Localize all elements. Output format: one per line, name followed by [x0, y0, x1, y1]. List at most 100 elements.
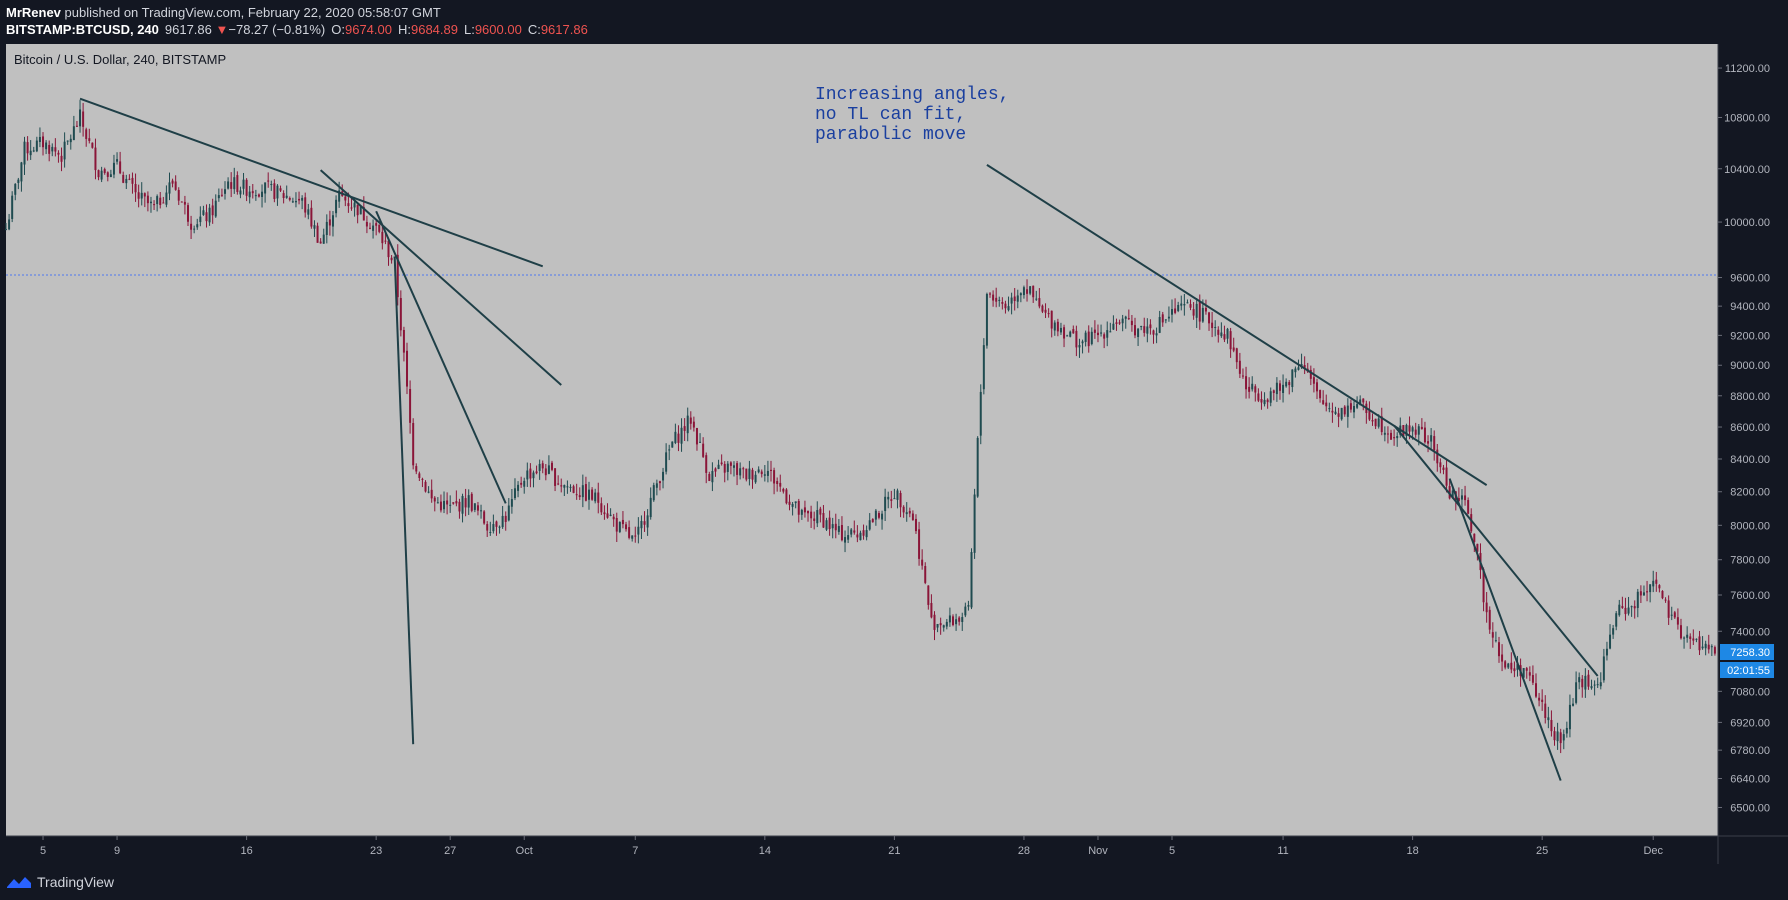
candle-body	[177, 189, 180, 201]
trendline[interactable]	[319, 169, 562, 386]
candle-body	[322, 234, 325, 244]
time-tick-label: 16	[240, 845, 252, 857]
down-arrow-icon: ▼	[215, 22, 229, 37]
candle-body	[433, 497, 436, 502]
candle-body	[887, 496, 890, 500]
candle-body	[66, 140, 69, 142]
candle-body	[1516, 663, 1519, 670]
candle-body	[588, 489, 591, 500]
candle-body	[449, 504, 452, 506]
candle-body	[51, 146, 54, 152]
candle-body	[1405, 424, 1408, 436]
plot-area[interactable]	[6, 44, 1718, 836]
price-axis[interactable]: 11200.00 10800.00 10400.00 10000.00 9600.00 9…	[1718, 63, 1770, 814]
annotation-line-1: Increasing angles,	[815, 85, 1009, 105]
candle-body	[532, 472, 535, 479]
price-tick-label: 7400.00	[1730, 626, 1770, 638]
trendline[interactable]	[375, 210, 507, 504]
trendline[interactable]	[1448, 478, 1562, 781]
candle-body	[578, 495, 581, 498]
candle-body	[976, 437, 979, 497]
candle-body	[498, 526, 501, 528]
candle-body	[702, 443, 705, 457]
candle-body	[967, 605, 970, 607]
candle-body	[1510, 662, 1513, 670]
candle-body	[1047, 313, 1050, 315]
time-tick-label: 14	[759, 845, 771, 857]
trendline[interactable]	[79, 97, 544, 268]
candle-body	[430, 489, 433, 499]
candle-body	[470, 493, 473, 511]
candle-body	[227, 181, 230, 189]
candle-body	[634, 535, 637, 537]
candle-body	[554, 468, 557, 486]
candle-body	[1282, 384, 1285, 393]
candle-body	[1636, 591, 1639, 608]
candle-body	[424, 481, 427, 492]
countdown-badge	[1720, 662, 1774, 678]
candle-body	[495, 521, 498, 527]
symbol-label[interactable]: BITSTAMP:BTCUSD, 240	[6, 22, 159, 37]
candle-body	[1238, 360, 1241, 374]
price-tick-label: 9400.00	[1730, 301, 1770, 313]
candle-body	[1460, 495, 1463, 500]
tradingview-logo-icon	[7, 877, 31, 888]
price-tick-label: 8400.00	[1730, 454, 1770, 466]
candle-body	[1627, 607, 1630, 614]
candle-body	[695, 427, 698, 445]
candle-body	[677, 433, 680, 443]
time-tick-label: 25	[1536, 845, 1548, 857]
candle-body	[1513, 668, 1516, 672]
time-tick-label: 28	[1018, 845, 1030, 857]
candle-body	[1026, 289, 1029, 294]
author-name[interactable]: MrRenev	[6, 5, 61, 20]
candle-body	[995, 297, 998, 302]
candle-body	[455, 501, 458, 504]
tradingview-link[interactable]: TradingView	[6, 873, 114, 891]
candle-body	[1593, 684, 1596, 686]
trendline[interactable]	[1393, 424, 1599, 677]
candle-body	[1325, 402, 1328, 407]
candle-body	[1464, 495, 1467, 501]
candle-body	[902, 506, 905, 513]
candle-body	[347, 203, 350, 207]
candle-body	[871, 519, 874, 523]
trendline[interactable]	[393, 256, 415, 745]
candle-body	[868, 520, 871, 530]
candle-body	[230, 182, 233, 189]
candle-body	[896, 490, 899, 500]
candle-body	[831, 524, 834, 529]
candle-body	[1217, 329, 1220, 335]
candle-body	[1501, 654, 1504, 662]
candle-body	[1430, 435, 1433, 442]
candle-body	[208, 207, 211, 223]
candle-body	[1701, 646, 1704, 649]
candle-body	[205, 212, 208, 222]
candle-body	[270, 183, 273, 185]
candle-body	[1007, 306, 1010, 311]
candle-body	[1291, 369, 1294, 388]
candle-body	[1044, 309, 1047, 313]
candle-body	[1568, 704, 1571, 730]
candle-body	[985, 293, 988, 346]
candle-body	[254, 195, 257, 197]
time-tick-label: 5	[40, 845, 46, 857]
candle-body	[464, 498, 467, 508]
time-axis[interactable]: 5 9 16 23 27 Oct 7 14 21 28 Nov 5 11 18 25 Dec	[40, 836, 1664, 857]
candle-body	[1445, 467, 1448, 486]
open-label: O:	[331, 22, 345, 37]
price-chart[interactable]: Bitcoin / U.S. Dollar, 240, BITSTAMP Inc…	[0, 44, 1788, 864]
candle-body	[1356, 404, 1359, 408]
candle-body	[224, 189, 227, 194]
candle-body	[344, 196, 347, 201]
candle-body	[1078, 345, 1081, 348]
candle-body	[1208, 312, 1211, 324]
price-tick-label: 10800.00	[1724, 112, 1770, 124]
trendline[interactable]	[986, 164, 1488, 486]
time-tick-label: 27	[444, 845, 456, 857]
candle-body	[1121, 318, 1124, 324]
candle-body	[63, 141, 66, 160]
price-tick-label: 6920.00	[1730, 717, 1770, 729]
candle-body	[452, 502, 455, 504]
candle-body	[1056, 321, 1059, 332]
